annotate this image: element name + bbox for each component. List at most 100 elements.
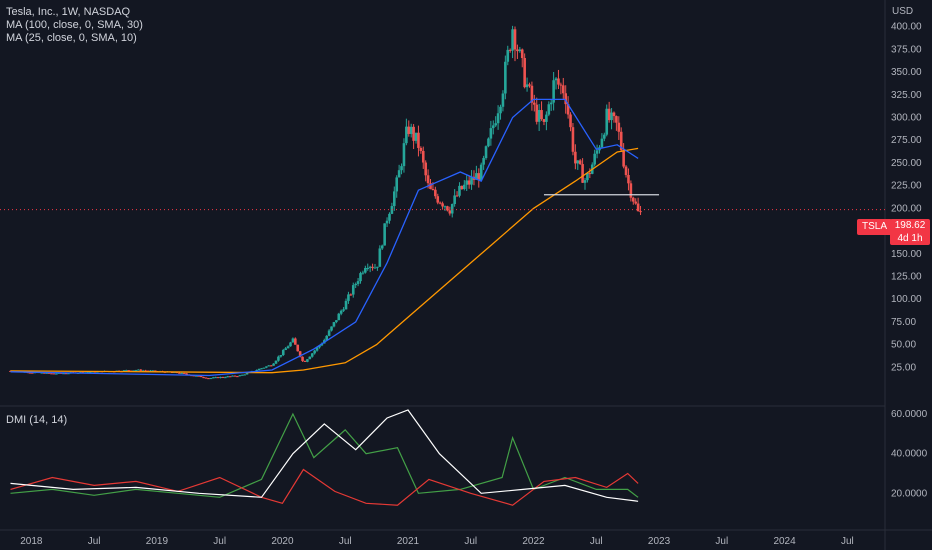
candle-body [192, 375, 196, 377]
candle-body [359, 273, 362, 282]
candle-body [182, 372, 186, 374]
symbol-price-tag: TSLA [857, 219, 893, 235]
candle-body [245, 372, 249, 375]
candle-body [397, 170, 401, 178]
candle-body [528, 84, 531, 86]
ma-100-line[interactable] [10, 147, 639, 374]
candle-body [576, 160, 580, 164]
candle-body [561, 85, 565, 94]
time-tick-label: Jul [590, 536, 603, 547]
candle-body [221, 376, 225, 378]
candle-body [412, 126, 415, 141]
candle-body [356, 281, 360, 284]
candle-body [631, 197, 635, 202]
candle-body [231, 375, 234, 377]
candle-body [552, 80, 555, 103]
candle-body [581, 164, 584, 183]
candle-body [9, 370, 12, 372]
candle-body [228, 376, 232, 378]
candle-body [286, 346, 290, 349]
dmi-plus-line[interactable] [10, 412, 639, 498]
candle-body [540, 110, 543, 120]
candle-body [489, 128, 493, 139]
candle-body [467, 180, 471, 185]
candle-body [265, 366, 268, 368]
dmi-tick-label: 20.0000 [891, 488, 928, 499]
candle-body [605, 108, 609, 135]
candle-body [260, 368, 263, 370]
candle-body [516, 49, 519, 52]
candle-body [122, 370, 126, 372]
candle-body [296, 344, 300, 352]
price-tick-label: 100.00 [891, 294, 922, 305]
candle-body [45, 372, 48, 374]
time-tick-label: Jul [88, 536, 101, 547]
candle-body [615, 116, 618, 123]
candle-body [349, 294, 353, 296]
candle-body [199, 375, 203, 378]
dmi-minus-line[interactable] [10, 468, 639, 506]
candle-body [624, 166, 628, 176]
candle-body [639, 211, 642, 213]
price-tick-label: 75.00 [891, 317, 916, 328]
candle-body [178, 372, 181, 374]
candle-body [409, 126, 413, 134]
candle-body [419, 147, 423, 151]
candle-body [463, 184, 466, 190]
candle-body [400, 166, 403, 171]
candle-body [448, 210, 452, 214]
candle-body [274, 360, 278, 364]
dmi-tick-label: 60.0000 [891, 409, 928, 420]
candle-body [64, 373, 68, 375]
legend-ma-100[interactable]: MA (100, close, 0, SMA, 30) [6, 19, 143, 31]
candle-body [475, 173, 478, 180]
candle-body [535, 104, 539, 122]
price-tick-label: 325.00 [891, 90, 922, 101]
candle-body [484, 146, 488, 159]
candle-body [376, 266, 379, 268]
candle-body [224, 377, 227, 379]
candle-body [378, 248, 382, 267]
candle-body [436, 196, 440, 203]
candle-body [289, 342, 292, 347]
legend-dmi[interactable]: DMI (14, 14) [6, 414, 68, 426]
candle-body [441, 203, 444, 207]
candle-body [504, 61, 507, 94]
time-tick-label: Jul [213, 536, 226, 547]
candle-body [610, 112, 613, 121]
time-tick-label: Jul [715, 536, 728, 547]
time-tick-label: 2022 [522, 536, 545, 547]
ma-25-line[interactable] [10, 98, 639, 377]
candle-body [277, 356, 280, 361]
candle-body [547, 104, 551, 115]
candle-body [67, 373, 70, 375]
candle-body [612, 112, 616, 117]
candle-body [291, 338, 295, 343]
candle-body [545, 114, 548, 122]
price-tick-label: 275.00 [891, 135, 922, 146]
candle-body [214, 377, 217, 379]
adx-line[interactable] [10, 409, 639, 502]
price-tick-label: 300.00 [891, 113, 922, 124]
legend-ma-25[interactable]: MA (25, close, 0, SMA, 10) [6, 32, 137, 44]
price-tick-label: 350.00 [891, 67, 922, 78]
candle-body [279, 355, 283, 357]
candle-body [434, 189, 437, 197]
candle-body [368, 266, 372, 268]
candle-body [330, 326, 333, 331]
candle-body [233, 375, 237, 377]
candle-body [144, 370, 147, 372]
candle-body [523, 57, 526, 88]
candle-body [402, 143, 406, 167]
candle-body [308, 356, 312, 360]
chart-title: Tesla, Inc., 1W, NASDAQ [6, 6, 131, 18]
time-tick-label: Jul [841, 536, 854, 547]
candle-body [269, 365, 273, 367]
candle-body [537, 110, 541, 122]
candle-body [339, 310, 343, 314]
candle-body [134, 370, 138, 372]
candle-body [627, 175, 630, 184]
candle-body [318, 345, 321, 348]
